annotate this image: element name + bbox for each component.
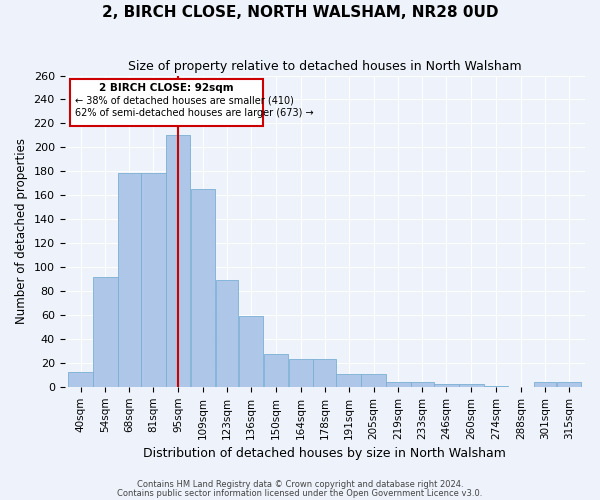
Bar [434, 384, 458, 387]
Bar [141, 172, 166, 387]
Bar [459, 384, 484, 387]
Bar [166, 136, 190, 387]
Bar [557, 382, 581, 387]
Text: ← 38% of detached houses are smaller (410): ← 38% of detached houses are smaller (41… [75, 96, 294, 106]
Text: 2 BIRCH CLOSE: 92sqm: 2 BIRCH CLOSE: 92sqm [100, 82, 234, 92]
Y-axis label: Number of detached properties: Number of detached properties [15, 138, 28, 324]
Bar [118, 172, 141, 387]
Bar [239, 316, 263, 387]
Text: 62% of semi-detached houses are larger (673) →: 62% of semi-detached houses are larger (… [75, 108, 314, 118]
Bar [263, 354, 288, 387]
Bar [533, 382, 556, 387]
FancyBboxPatch shape [70, 79, 263, 126]
Bar [313, 360, 336, 387]
Text: Contains public sector information licensed under the Open Government Licence v3: Contains public sector information licen… [118, 488, 482, 498]
Text: 2, BIRCH CLOSE, NORTH WALSHAM, NR28 0UD: 2, BIRCH CLOSE, NORTH WALSHAM, NR28 0UD [102, 5, 498, 20]
Bar [215, 280, 238, 387]
Bar [337, 374, 361, 387]
Bar [93, 276, 118, 387]
Bar [68, 372, 93, 387]
Bar [191, 190, 215, 387]
X-axis label: Distribution of detached houses by size in North Walsham: Distribution of detached houses by size … [143, 447, 506, 460]
Title: Size of property relative to detached houses in North Walsham: Size of property relative to detached ho… [128, 60, 521, 73]
Bar [411, 382, 434, 387]
Bar [289, 360, 313, 387]
Bar [484, 386, 508, 387]
Bar [361, 374, 386, 387]
Bar [386, 382, 411, 387]
Text: Contains HM Land Registry data © Crown copyright and database right 2024.: Contains HM Land Registry data © Crown c… [137, 480, 463, 489]
